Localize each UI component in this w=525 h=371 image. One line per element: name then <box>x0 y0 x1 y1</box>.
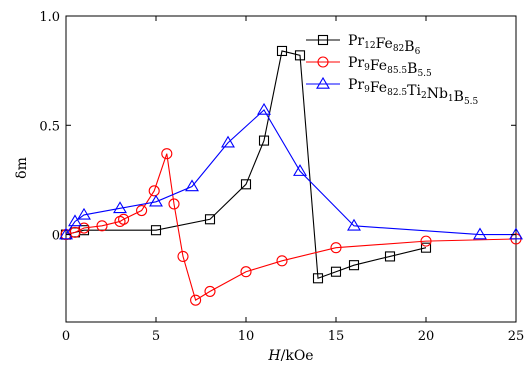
data-point-square <box>258 135 270 146</box>
series-square <box>60 45 432 284</box>
data-point-square <box>330 266 342 277</box>
data-point-triangle <box>68 214 82 227</box>
data-point-circle <box>204 285 216 297</box>
series-circle <box>60 148 522 306</box>
y-tick-label: 0 <box>52 229 60 244</box>
data-point-triangle <box>113 201 127 214</box>
x-tick-label: 5 <box>152 329 160 344</box>
legend-item: Pr9Fe82.5Ti2Nb1B5.5 <box>306 76 479 107</box>
y-axis-title: δm <box>14 157 30 179</box>
data-point-square <box>294 50 306 61</box>
legend-label: Pr9Fe82.5Ti2Nb1B5.5 <box>348 77 479 107</box>
legend-label: Pr9Fe85.5B5.5 <box>348 55 432 79</box>
data-point-circle <box>96 220 108 232</box>
series-line <box>65 109 516 236</box>
data-point-circle <box>168 198 180 210</box>
data-point-circle <box>190 294 202 306</box>
data-point-triangle <box>509 227 523 240</box>
data-point-circle <box>420 235 432 247</box>
data-point-triangle <box>59 227 73 240</box>
data-point-triangle <box>293 164 307 176</box>
data-point-square <box>420 242 432 253</box>
y-tick-label: 0.5 <box>39 119 60 134</box>
legend-label: Pr12Fe82B6 <box>348 33 421 57</box>
data-point-square <box>204 214 216 225</box>
data-point-circle <box>78 222 90 234</box>
data-point-circle <box>69 226 81 238</box>
data-point-triangle <box>473 227 487 240</box>
data-point-square <box>150 225 162 236</box>
series-triangle <box>59 102 523 240</box>
x-tick-label: 15 <box>328 329 345 344</box>
series-line <box>65 50 427 280</box>
legend: Pr12Fe82B6Pr9Fe85.5B5.5Pr9Fe82.5Ti2Nb1B5… <box>306 33 479 107</box>
legend-marker-square <box>317 34 329 46</box>
y-tick-label: 1.0 <box>39 10 60 25</box>
legend-marker-circle <box>317 56 329 68</box>
data-point-triangle <box>149 194 163 207</box>
legend-item: Pr9Fe85.5B5.5 <box>306 55 432 79</box>
x-tick-label: 25 <box>508 329 525 344</box>
data-point-triangle <box>347 218 361 231</box>
x-axis-title: H/kOe <box>267 348 313 364</box>
data-point-circle <box>161 148 173 160</box>
data-point-circle <box>148 185 160 197</box>
data-point-triangle <box>185 179 199 192</box>
x-axis-unit: /kOe <box>281 348 314 364</box>
legend-marker-triangle <box>316 76 330 89</box>
x-axis-variable: H <box>267 348 281 364</box>
data-point-square <box>348 260 360 271</box>
x-tick-label: 10 <box>238 329 255 344</box>
data-point-circle <box>118 213 130 225</box>
data-point-circle <box>330 242 342 254</box>
data-point-triangle <box>257 102 271 115</box>
x-tick-label: 20 <box>418 329 435 344</box>
data-point-triangle <box>221 135 235 148</box>
data-point-square <box>312 273 324 284</box>
data-point-triangle <box>77 207 91 220</box>
data-point-circle <box>177 250 189 262</box>
x-tick-label: 0 <box>62 329 70 344</box>
series-line <box>65 153 517 301</box>
plot-frame <box>65 15 517 323</box>
data-point-circle <box>240 266 252 278</box>
data-point-circle <box>276 255 288 267</box>
legend-item: Pr12Fe82B6 <box>306 33 421 57</box>
data-point-circle <box>136 204 148 217</box>
data-point-square <box>276 45 288 57</box>
data-point-square <box>240 179 252 190</box>
data-point-square <box>384 251 396 262</box>
